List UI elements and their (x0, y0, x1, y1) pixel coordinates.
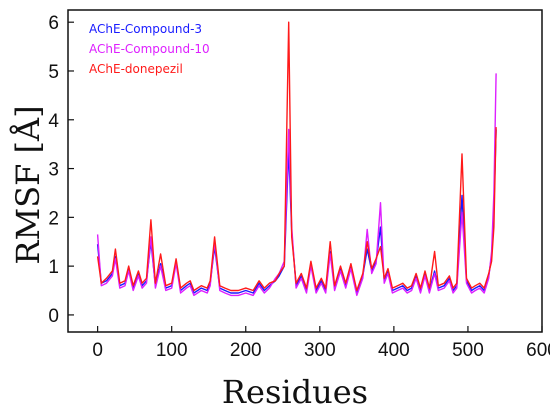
y-tick-label: 3 (48, 160, 59, 181)
y-tick-label: 2 (48, 208, 59, 229)
y-tick-label: 1 (48, 257, 59, 278)
legend-entry-0: AChE-Compound-3 (89, 22, 202, 36)
x-axis-ticks: 0 100 200 300 400 500 600 (92, 326, 550, 361)
plot-frame (67, 9, 543, 333)
x-axis-label: Residues (222, 373, 368, 411)
x-tick-label: 200 (230, 340, 262, 361)
y-axis-label: RMSF [Å] (9, 105, 47, 264)
x-tick-label: 600 (526, 340, 550, 361)
y-tick-label: 0 (48, 306, 59, 327)
legend-entry-2: AChE-donepezil (89, 62, 183, 76)
y-tick-label: 5 (48, 62, 59, 83)
legend-entry-1: AChE-Compound-10 (89, 42, 210, 56)
x-tick-label: 100 (156, 340, 188, 361)
x-tick-label: 300 (304, 340, 336, 361)
x-tick-label: 400 (378, 340, 410, 361)
x-tick-label: 0 (92, 340, 103, 361)
series-line-2 (96, 21, 497, 292)
y-axis-ticks: 0 1 2 3 4 5 6 (48, 13, 74, 327)
y-tick-label: 6 (48, 13, 59, 34)
x-tick-label: 500 (452, 340, 484, 361)
series-traces (96, 21, 497, 297)
legend: AChE-Compound-3 AChE-Compound-10 AChE-done… (89, 22, 210, 76)
series-line-1 (96, 73, 497, 297)
y-tick-label: 4 (48, 111, 59, 132)
